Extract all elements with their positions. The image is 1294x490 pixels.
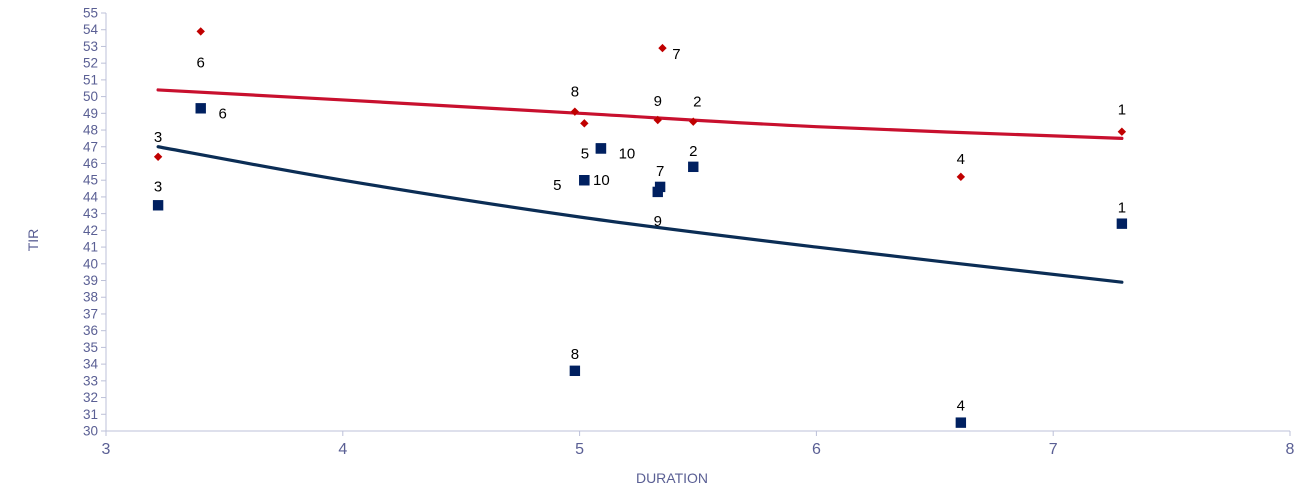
point-labels: 1 2 3 4 6 7 8 9 1 2 3 4 5 5 6 7 8 9 10 10: [154, 46, 1126, 415]
y-tick-label: 55: [83, 6, 98, 21]
diamond-point: [570, 107, 580, 116]
y-tick-label: 36: [83, 323, 98, 338]
y-tick-label: 40: [83, 256, 98, 271]
trendline-2: [156, 145, 1124, 284]
trendline-1: [156, 88, 1124, 140]
square-point: [195, 103, 206, 114]
y-tick-label: 37: [83, 306, 98, 321]
diamond-point: [196, 27, 205, 36]
point-label: 2: [689, 143, 697, 160]
y-tick-label: 46: [83, 156, 98, 171]
x-tick-label: 4: [338, 441, 347, 458]
square-point: [688, 161, 699, 173]
y-tick-label: 54: [83, 22, 99, 37]
y-tick-label: 31: [83, 407, 98, 422]
square-point: [595, 143, 607, 154]
y-tick-label: 48: [83, 123, 98, 138]
point-label: 10: [619, 145, 636, 162]
y-tick-label: 38: [83, 290, 98, 305]
square-point: [652, 186, 663, 198]
y-tick-label: 30: [83, 424, 98, 439]
square-point: [569, 365, 581, 377]
data-points: [152, 27, 1128, 428]
x-tick-label: 3: [102, 441, 111, 458]
y-tick-label: 47: [83, 139, 98, 154]
diamond-point: [153, 152, 163, 161]
square-point: [955, 417, 967, 428]
point-label: 4: [957, 398, 965, 415]
square-point: [1116, 218, 1128, 229]
y-tick-label: 49: [83, 106, 98, 121]
point-label: 4: [957, 151, 965, 168]
y-tick-label: 43: [83, 206, 98, 221]
x-axis-title: DURATION: [636, 470, 708, 486]
point-label: 3: [154, 178, 162, 195]
point-label: 6: [219, 105, 227, 122]
x-tick-label: 5: [575, 441, 584, 458]
y-tick-label: 52: [83, 56, 98, 71]
point-label: 3: [154, 129, 162, 146]
y-tick-label: 41: [83, 240, 98, 255]
square-point: [152, 200, 164, 211]
point-label: 7: [656, 163, 664, 180]
square-point: [579, 175, 590, 186]
point-label: 9: [654, 93, 662, 110]
point-label: 1: [1118, 200, 1126, 217]
y-axis-title: TIR: [25, 229, 41, 252]
diamond-point: [689, 117, 698, 126]
diamond-point: [653, 115, 662, 125]
x-tick-label: 8: [1286, 441, 1294, 458]
y-tick-label: 34: [83, 357, 99, 372]
y-tick-label: 45: [83, 173, 98, 188]
point-label: 5: [581, 145, 589, 162]
y-tick-label: 44: [83, 189, 99, 204]
y-tick-label: 39: [83, 273, 98, 288]
x-ticks: 3 4 5 6 7 8: [102, 431, 1294, 458]
x-tick-label: 6: [812, 441, 821, 458]
y-tick-label: 53: [83, 39, 98, 54]
y-ticks: 3031323334353637383940414243444546474849…: [83, 6, 106, 439]
diamond-point: [658, 43, 667, 53]
diamond-point: [1117, 127, 1127, 136]
point-label: 8: [571, 346, 579, 363]
y-tick-label: 50: [83, 89, 98, 104]
y-tick-label: 33: [83, 373, 98, 388]
y-tick-label: 42: [83, 223, 98, 238]
x-tick-label: 7: [1049, 441, 1058, 458]
diamond-point: [956, 172, 966, 182]
diamond-point: [580, 119, 589, 128]
axes: [105, 13, 1290, 432]
point-label: 6: [197, 54, 205, 71]
y-tick-label: 32: [83, 390, 98, 405]
point-label: 9: [654, 213, 662, 230]
point-label: 1: [1118, 102, 1126, 119]
y-tick-label: 35: [83, 340, 98, 355]
point-label: 7: [672, 46, 680, 63]
point-label: 10: [593, 172, 610, 189]
point-label: 2: [693, 94, 701, 111]
point-label: 5: [553, 177, 561, 194]
point-label: 8: [571, 84, 579, 101]
y-tick-label: 51: [83, 72, 98, 87]
trendlines: [156, 88, 1124, 284]
